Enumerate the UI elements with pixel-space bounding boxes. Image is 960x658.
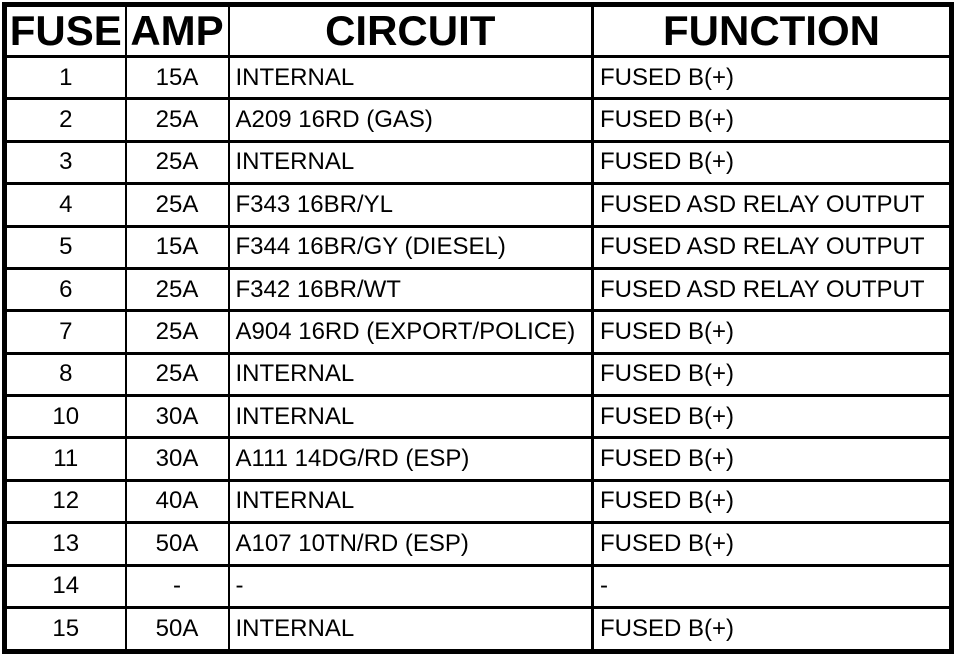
table-row: 13 50A A107 10TN/RD (ESP) FUSED B(+) [3, 521, 953, 567]
cell-circuit: INTERNAL [227, 54, 594, 101]
cell-function: FUSED B(+) [591, 605, 953, 654]
cell-fuse: 6 [3, 266, 127, 313]
cell-circuit: INTERNAL [227, 478, 594, 525]
table-row: 6 25A F342 16BR/WT FUSED ASD RELAY OUTPUT [3, 266, 953, 313]
header-row: FUSE AMP CIRCUIT FUNCTION [3, 3, 953, 58]
cell-fuse: 11 [3, 436, 127, 482]
cell-amp: 25A [124, 182, 230, 228]
cell-amp: 30A [124, 436, 230, 482]
table-row: 2 25A A209 16RD (GAS) FUSED B(+) [3, 97, 953, 143]
cell-function: FUSED ASD RELAY OUTPUT [591, 266, 953, 313]
cell-circuit: A111 14DG/RD (ESP) [227, 436, 594, 482]
header-amp: AMP [124, 3, 230, 58]
cell-function: FUSED B(+) [591, 478, 953, 525]
cell-circuit: F343 16BR/YL [227, 182, 594, 228]
cell-amp: 50A [124, 521, 230, 567]
header-function: FUNCTION [591, 3, 953, 58]
cell-fuse: 5 [3, 224, 127, 270]
header-circuit: CIRCUIT [227, 3, 594, 58]
table-row: 11 30A A111 14DG/RD (ESP) FUSED B(+) [3, 436, 953, 482]
cell-circuit: INTERNAL [227, 605, 594, 654]
cell-function: FUSED B(+) [591, 139, 953, 186]
table-body: 1 15A INTERNAL FUSED B(+) 2 25A A209 16RD (GAS… [3, 54, 953, 654]
cell-amp: 25A [124, 97, 230, 143]
cell-amp: 25A [124, 309, 230, 355]
table-row: 4 25A F343 16BR/YL FUSED ASD RELAY OUTPUT [3, 182, 953, 228]
cell-circuit: F344 16BR/GY (DIESEL) [227, 224, 594, 270]
cell-circuit: INTERNAL [227, 139, 594, 186]
cell-amp: 30A [124, 393, 230, 440]
cell-function: FUSED B(+) [591, 351, 953, 398]
table-row: 15 50A INTERNAL FUSED B(+) [3, 605, 953, 654]
cell-amp: 25A [124, 351, 230, 398]
table-row: 12 40A INTERNAL FUSED B(+) [3, 478, 953, 525]
table-header: FUSE AMP CIRCUIT FUNCTION [3, 3, 953, 58]
table-row: 1 15A INTERNAL FUSED B(+) [3, 54, 953, 101]
table-row: 3 25A INTERNAL FUSED B(+) [3, 139, 953, 186]
cell-fuse: 1 [3, 54, 127, 101]
cell-fuse: 14 [3, 563, 127, 609]
table-row: 14- - - [3, 563, 953, 609]
cell-function: FUSED B(+) [591, 393, 953, 440]
cell-circuit: A107 10TN/RD (ESP) [227, 521, 594, 567]
header-fuse: FUSE [3, 3, 127, 58]
cell-amp: - [124, 563, 230, 609]
cell-circuit: INTERNAL [227, 351, 594, 398]
cell-amp: 15A [124, 54, 230, 101]
table-row: 5 15A F344 16BR/GY (DIESEL) FUSED ASD RELAY… [3, 224, 953, 270]
cell-fuse: 2 [3, 97, 127, 143]
cell-circuit: INTERNAL [227, 393, 594, 440]
cell-fuse: 10 [3, 393, 127, 440]
cell-amp: 15A [124, 224, 230, 270]
cell-function: FUSED B(+) [591, 54, 953, 101]
cell-amp: 25A [124, 266, 230, 313]
table-row: 7 25A A904 16RD (EXPORT/POLICE) FUSED B(+) [3, 309, 953, 355]
cell-function: FUSED ASD RELAY OUTPUT [591, 182, 953, 228]
cell-fuse: 3 [3, 139, 127, 186]
cell-fuse: 7 [3, 309, 127, 355]
cell-circuit: A209 16RD (GAS) [227, 97, 594, 143]
cell-function: FUSED B(+) [591, 521, 953, 567]
cell-fuse: 4 [3, 182, 127, 228]
table-row: 10 30A INTERNAL FUSED B(+) [3, 393, 953, 440]
cell-circuit: F342 16BR/WT [227, 266, 594, 313]
cell-function: FUSED B(+) [591, 97, 953, 143]
cell-amp: 40A [124, 478, 230, 525]
cell-fuse: 15 [3, 605, 127, 654]
cell-amp: 25A [124, 139, 230, 186]
cell-circuit: - [227, 563, 594, 609]
cell-function: FUSED B(+) [591, 309, 953, 355]
cell-amp: 50A [124, 605, 230, 654]
cell-function: FUSED ASD RELAY OUTPUT [591, 224, 953, 270]
cell-circuit: A904 16RD (EXPORT/POLICE) [227, 309, 594, 355]
cell-function: FUSED B(+) [591, 436, 953, 482]
table-row: 8 25A INTERNAL FUSED B(+) [3, 351, 953, 398]
cell-fuse: 13 [3, 521, 127, 567]
cell-fuse: 8 [3, 351, 127, 398]
cell-function: - [591, 563, 953, 609]
cell-fuse: 12 [3, 478, 127, 525]
